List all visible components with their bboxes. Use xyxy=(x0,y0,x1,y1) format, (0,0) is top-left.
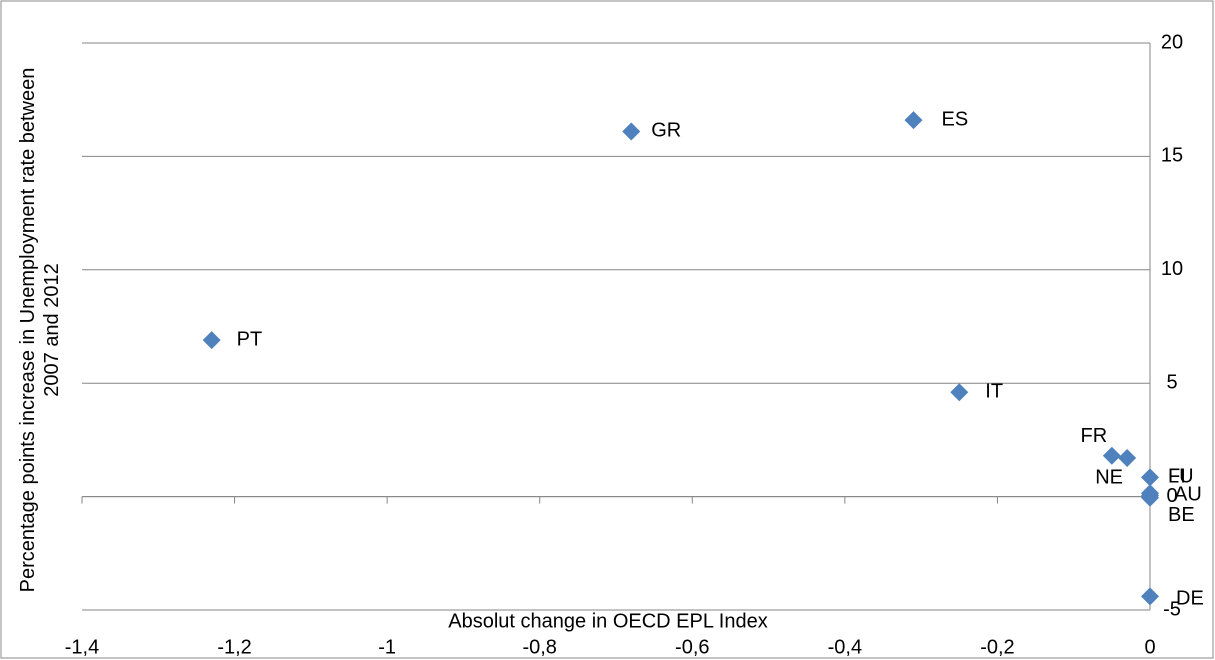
point-label: FI xyxy=(1168,465,1186,487)
point-label: BE xyxy=(1168,504,1195,526)
x-tick-label: 0 xyxy=(1144,636,1155,658)
x-tick-label: -0,2 xyxy=(980,636,1014,658)
y-tick-label: 0 xyxy=(1166,485,1177,507)
x-tick-label: -0,4 xyxy=(828,636,862,658)
data-point xyxy=(202,331,221,350)
point-label: LU xyxy=(1168,466,1194,488)
data-point xyxy=(1141,587,1159,606)
x-tick-label: -1,4 xyxy=(65,636,99,658)
y-tick-label: 5 xyxy=(1166,371,1177,393)
x-axis-title: Absolut change in OECD EPL Index xyxy=(448,610,767,632)
x-tick-label: -1 xyxy=(378,636,396,658)
data-point xyxy=(622,122,641,141)
data-point xyxy=(1141,488,1159,507)
y-tick-label: 20 xyxy=(1161,31,1183,53)
point-label: ES xyxy=(942,108,969,130)
x-tick-label: -0,6 xyxy=(675,636,709,658)
x-tick-label: -0,8 xyxy=(522,636,556,658)
point-label: PT xyxy=(237,328,263,350)
y-tick-label: 15 xyxy=(1161,145,1183,167)
point-label: AU xyxy=(1174,484,1202,506)
data-point xyxy=(950,383,969,402)
data-point xyxy=(1141,468,1159,487)
point-label: IT xyxy=(985,381,1003,403)
y-tick-label: 10 xyxy=(1161,258,1183,280)
y-tick-label: -5 xyxy=(1163,598,1181,620)
x-tick-label: -1,2 xyxy=(217,636,251,658)
point-label: DE xyxy=(1176,588,1204,610)
y-axis-title: Percentage points increase in Unemployme… xyxy=(17,67,63,593)
data-point xyxy=(904,111,923,130)
point-label: FR xyxy=(1081,425,1108,447)
point-label: NE xyxy=(1095,466,1123,488)
point-label: GR xyxy=(651,120,681,142)
data-point xyxy=(1102,446,1121,465)
data-point xyxy=(1118,449,1137,468)
